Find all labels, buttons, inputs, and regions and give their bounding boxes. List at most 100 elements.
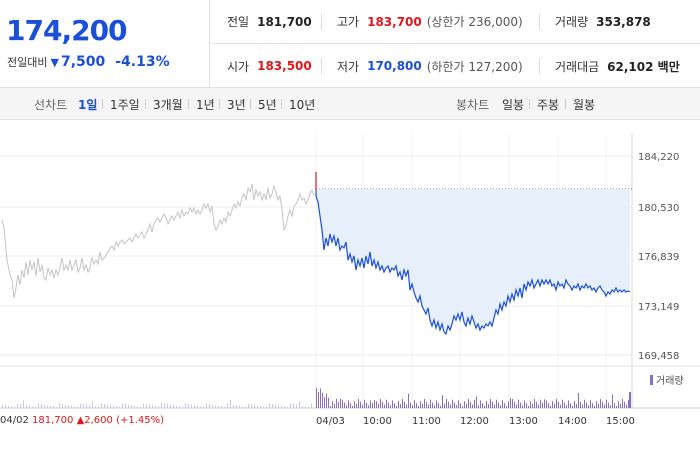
divider (529, 99, 530, 109)
volume-bar (71, 405, 72, 408)
volume-bar (588, 405, 589, 408)
volume-bar (510, 397, 511, 408)
volume-bar (41, 404, 42, 408)
volume-bar (512, 399, 513, 408)
divider (321, 14, 322, 30)
volume-bar (346, 405, 347, 408)
range-5y-tab[interactable]: 5년 (258, 98, 277, 112)
volume-bar (502, 400, 503, 408)
y-tick-label: 169,458 (638, 351, 679, 362)
volume-bar (618, 401, 619, 408)
volume-bar (592, 403, 593, 408)
volume-bar (462, 406, 463, 408)
divider (145, 99, 146, 109)
range-10y-tab[interactable]: 10년 (289, 98, 316, 112)
volume-bar (612, 394, 613, 408)
volume-bar (376, 401, 377, 408)
volume-bar (287, 407, 288, 408)
volume-bar (370, 400, 371, 408)
lower-limit-note: (하한가 127,200) (426, 59, 523, 74)
volume-bar (584, 399, 585, 408)
volume-bar (468, 399, 469, 408)
range-1d-tab[interactable]: 1일 (78, 98, 98, 112)
prev-change-pct: (+1.45%) (116, 415, 165, 426)
volume-bar (179, 406, 180, 408)
y-tick-label: 173,149 (638, 302, 679, 313)
volume-bar (167, 404, 168, 408)
chart-canvas: 184,220 180,530 176,839 173,149 169,458 … (0, 134, 700, 427)
volume-bar (143, 403, 144, 408)
stat-low: 저가 170,800 (하한가 127,200) (321, 44, 539, 88)
candle-monthly-tab[interactable]: 월봉 (573, 98, 596, 112)
volume-bar (212, 404, 213, 408)
volume-legend-label: 거래량 (656, 376, 684, 387)
range-3m-tab[interactable]: 3개월 (153, 98, 183, 112)
volume-bar (320, 388, 321, 408)
volume-bar (484, 406, 485, 408)
divider (250, 99, 251, 109)
legend-swatch (650, 374, 653, 385)
volume-bar (221, 406, 222, 408)
volume-bar (430, 399, 431, 408)
volume-bar (128, 404, 129, 408)
volume-bar (59, 403, 60, 408)
volume-bar (92, 401, 93, 408)
volume-bar (366, 402, 367, 408)
change-label: 전일대비 (7, 56, 48, 69)
volume-bar (628, 399, 629, 408)
volume-bars (2, 387, 631, 408)
candle-daily-tab[interactable]: 일봉 (502, 98, 525, 112)
volume-bar (44, 404, 45, 408)
volume-bar (257, 405, 258, 408)
volume-bar (590, 400, 591, 408)
y-tick-label: 184,220 (638, 152, 679, 163)
chart-toolbar: 선차트 1일 1주일 3개월 1년 3년 5년 10년 봉차트 일봉 주봉 월봉 (0, 88, 700, 120)
volume-bar (342, 399, 343, 408)
volume-bar (488, 403, 489, 408)
volume-bar (522, 405, 523, 408)
volume-bar (396, 406, 397, 408)
volume-bar (104, 404, 105, 408)
volume-bar (446, 399, 447, 408)
volume-bar (452, 399, 453, 408)
volume-bar (74, 406, 75, 408)
volume-bar (450, 404, 451, 408)
volume-bar (360, 401, 361, 408)
volume-legend: 거래량 (650, 372, 684, 387)
volume-bar (548, 403, 549, 408)
volume-bar (83, 404, 84, 408)
volume-bar (275, 404, 276, 408)
volume-bar (392, 400, 393, 408)
volume-bar (50, 405, 51, 408)
volume-bar (272, 404, 273, 408)
volume-bar (604, 404, 605, 408)
volume-bar (614, 403, 615, 408)
volume-bar (444, 403, 445, 408)
volume-bar (472, 404, 473, 408)
range-3y-tab[interactable]: 3년 (227, 98, 246, 112)
volume-bar (494, 404, 495, 408)
volume-bar (416, 403, 417, 408)
volume-bar (382, 401, 383, 408)
volume-bar (622, 399, 623, 408)
volume-bar (245, 407, 246, 408)
range-1y-tab[interactable]: 1년 (196, 98, 215, 112)
volume-bar (266, 407, 267, 408)
volume-bar (122, 403, 123, 408)
today-area-fill (316, 189, 630, 334)
volume-bar (616, 406, 617, 408)
volume-bar (464, 401, 465, 408)
volume-bar (428, 404, 429, 408)
volume-bar (480, 400, 481, 408)
volume-bar (626, 404, 627, 408)
volume-bar (344, 402, 345, 408)
volume-bar (284, 406, 285, 408)
stat-label: 거래대금 (555, 59, 600, 74)
stat-label: 고가 (337, 15, 360, 29)
volume-bar (440, 406, 441, 408)
previous-day-info: 04/02 181,700 ▲2,600 (+1.45%) (0, 415, 164, 426)
volume-bar (394, 403, 395, 408)
candle-weekly-tab[interactable]: 주봉 (537, 98, 560, 112)
range-1w-tab[interactable]: 1주일 (110, 98, 140, 112)
volume-bar (408, 393, 409, 408)
